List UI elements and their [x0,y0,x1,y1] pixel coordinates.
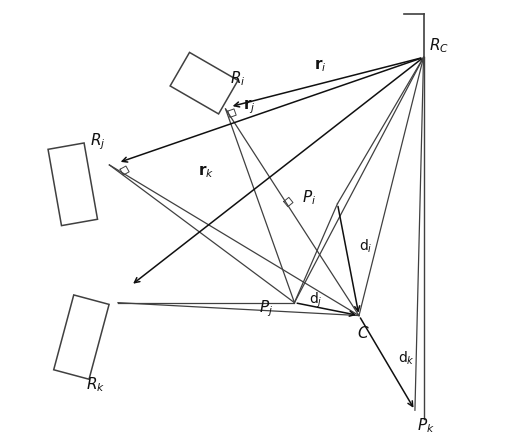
Text: $\mathrm{d}_j$: $\mathrm{d}_j$ [309,291,323,310]
Text: $P_i$: $P_i$ [303,188,317,206]
Text: $P_k$: $P_k$ [417,417,435,436]
Text: $R_i$: $R_i$ [230,70,245,88]
Text: $R_k$: $R_k$ [86,375,105,394]
Text: $R_C$: $R_C$ [428,37,449,55]
Text: $\mathbf{r}_j$: $\mathbf{r}_j$ [243,98,255,116]
Text: $P_j$: $P_j$ [259,299,274,319]
Text: $R_j$: $R_j$ [90,131,106,151]
Text: $\mathrm{d}_k$: $\mathrm{d}_k$ [398,350,414,367]
Text: $C$: $C$ [357,325,370,341]
Text: $\mathbf{r}_k$: $\mathbf{r}_k$ [198,163,214,180]
Text: $\mathbf{r}_i$: $\mathbf{r}_i$ [314,58,327,74]
Text: $\mathrm{d}_i$: $\mathrm{d}_i$ [359,238,373,255]
